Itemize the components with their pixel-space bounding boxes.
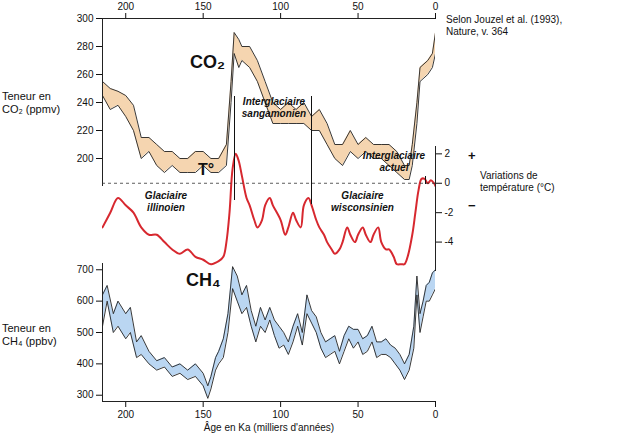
svg-text:240: 240 <box>77 97 94 108</box>
svg-text:600: 600 <box>77 295 94 306</box>
html-text:T°: T° <box>198 161 215 178</box>
html-text:Selon Jouzel et al. (1993), Na: Selon Jouzel et al. (1993), Nature, v. 3… <box>446 14 563 37</box>
html-text:Glaciaire illinoien: Glaciaire illinoien <box>144 190 188 213</box>
svg-text:100: 100 <box>272 1 289 12</box>
html-text:Glaciaire wisconsinien: Glaciaire wisconsinien <box>331 190 394 213</box>
svg-text:0: 0 <box>433 409 439 420</box>
svg-text:300: 300 <box>77 13 94 24</box>
svg-text:400: 400 <box>77 358 94 369</box>
html-text:Interglaciaire actuel: Interglaciaire actuel <box>362 150 426 173</box>
svg-text:0: 0 <box>445 177 451 188</box>
svg-text:200: 200 <box>77 153 94 164</box>
svg-text:200: 200 <box>117 1 134 12</box>
html-text:CO₂: CO₂ <box>190 52 225 72</box>
html-text:CH₄: CH₄ <box>186 270 221 290</box>
svg-text:700: 700 <box>77 264 94 275</box>
svg-text:260: 260 <box>77 69 94 80</box>
svg-text:-2: -2 <box>445 207 454 218</box>
html-text:Variations de température (°C): Variations de température (°C) <box>480 170 555 193</box>
svg-text:220: 220 <box>77 125 94 136</box>
svg-text:0: 0 <box>433 1 439 12</box>
svg-text:150: 150 <box>195 1 212 12</box>
html-text:Teneur en CO₂ (ppmv): Teneur en CO₂ (ppmv) <box>2 90 61 116</box>
svg-text:300: 300 <box>77 389 94 400</box>
html-text:Teneur en CH₄ (ppbv): Teneur en CH₄ (ppbv) <box>2 322 57 348</box>
svg-text:50: 50 <box>352 409 364 420</box>
svg-text:500: 500 <box>77 327 94 338</box>
svg-text:280: 280 <box>77 41 94 52</box>
svg-text:Âge en Ka (milliers d'années): Âge en Ka (milliers d'années) <box>204 421 334 433</box>
svg-text:100: 100 <box>272 409 289 420</box>
svg-text:2: 2 <box>445 148 451 159</box>
html-text:Interglaciaire sangamonien: Interglaciaire sangamonien <box>241 96 307 119</box>
svg-text:200: 200 <box>117 409 134 420</box>
svg-text:150: 150 <box>195 409 212 420</box>
svg-text:50: 50 <box>352 1 364 12</box>
svg-text:-4: -4 <box>445 236 454 247</box>
